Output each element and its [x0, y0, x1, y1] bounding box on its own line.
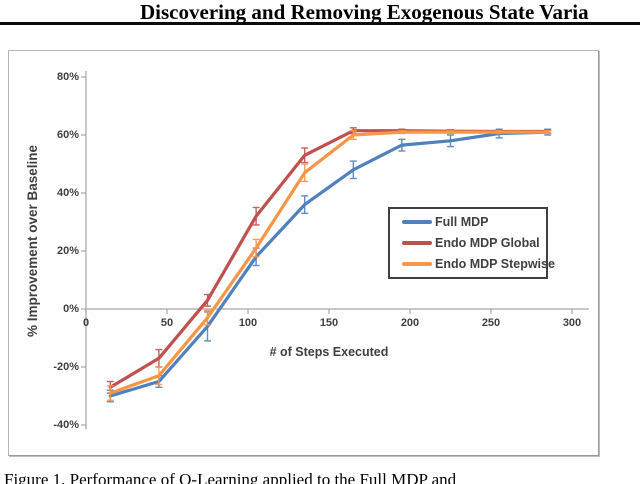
x-tick-label: 0 — [82, 317, 90, 329]
x-axis-title: # of Steps Executed — [269, 345, 389, 359]
y-tick-label: 0% — [63, 303, 79, 315]
legend-line-swatch-blue — [402, 220, 432, 225]
y-axis-title: % Improvement over Baseline — [25, 144, 40, 338]
legend-label: Endo MDP Stepwise — [435, 256, 555, 271]
y-tick-label: 80% — [56, 71, 79, 83]
x-tick-label: 100 — [238, 317, 258, 329]
y-tick-label: 20% — [56, 245, 79, 257]
legend-line-swatch-orange — [402, 261, 432, 266]
y-tick-label: 60% — [56, 129, 79, 141]
y-tick-label: -20% — [53, 361, 79, 373]
x-tick-label: 50 — [160, 317, 174, 329]
legend-line-swatch-red — [402, 240, 432, 245]
header-rule — [0, 22, 640, 25]
legend-entry-endo-mdp-stepwise: Endo MDP Stepwise — [402, 255, 555, 273]
series-line-endo-mdp-stepwise — [108, 130, 550, 395]
chart-legend: Full MDP Endo MDP Global Endo MDP Stepwi… — [388, 207, 555, 279]
legend-entry-full-mdp: Full MDP — [402, 213, 546, 231]
chart-svg — [81, 71, 589, 429]
x-tick-label: 250 — [481, 317, 501, 329]
legend-entry-endo-mdp-global: Endo MDP Global — [402, 234, 546, 252]
y-tick-label: -40% — [53, 419, 79, 431]
legend-label: Full MDP — [435, 215, 489, 230]
x-tick-label: 200 — [400, 317, 420, 329]
legend-label: Endo MDP Global — [435, 235, 540, 250]
y-tick-label: 40% — [56, 187, 79, 199]
figure-chart: 80% 60% 40% 20% 0% -20% -40% 0 50 100 150 200 250 30… — [8, 50, 599, 456]
paper-running-title: Discovering and Removing Exogenous State… — [140, 0, 589, 24]
x-tick-label: 300 — [562, 317, 582, 329]
series-line-full-mdp — [108, 130, 550, 398]
x-tick-label: 150 — [319, 317, 339, 329]
figure-caption: Figure 1. Performance of Q-Learning appl… — [4, 470, 457, 484]
